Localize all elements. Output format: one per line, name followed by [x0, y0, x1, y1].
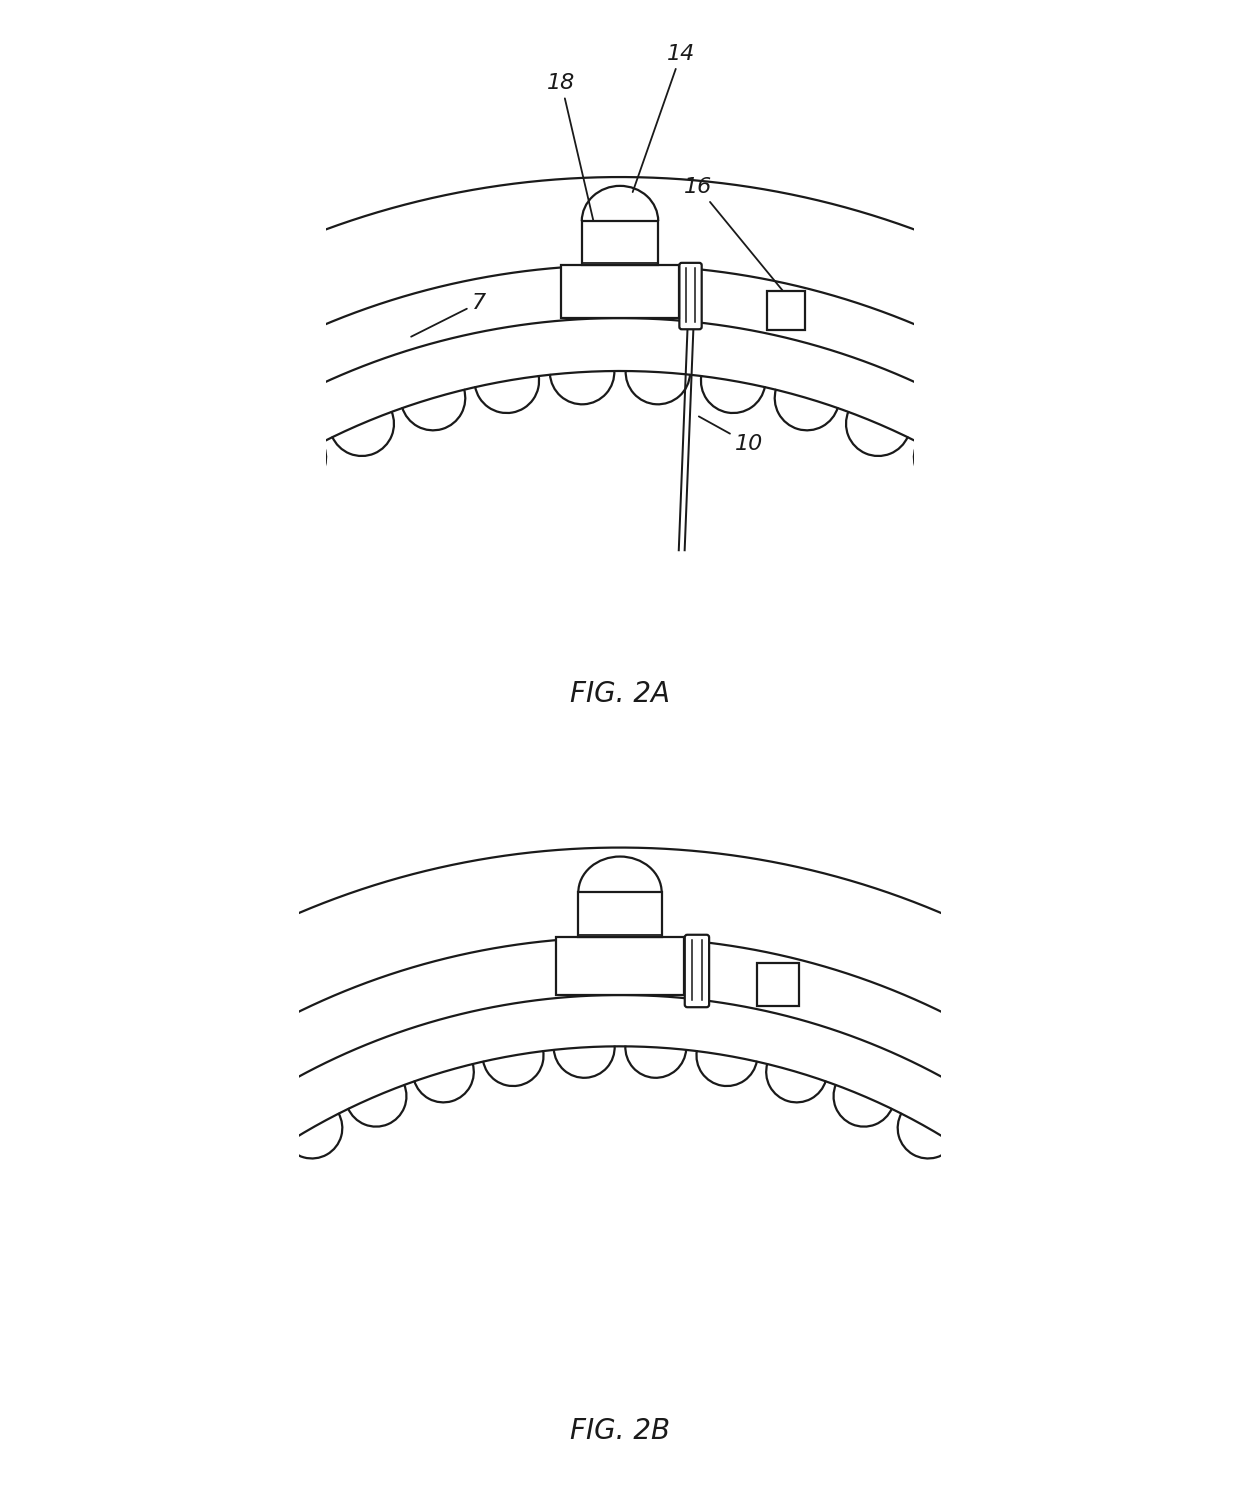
Text: 10: 10	[699, 417, 764, 455]
FancyBboxPatch shape	[556, 937, 684, 995]
FancyBboxPatch shape	[680, 264, 702, 330]
FancyBboxPatch shape	[562, 265, 678, 318]
Text: 14: 14	[632, 44, 696, 193]
FancyBboxPatch shape	[684, 935, 709, 1008]
Text: 7: 7	[412, 292, 486, 337]
Text: FIG. 2A: FIG. 2A	[570, 681, 670, 708]
Text: 18: 18	[547, 72, 601, 256]
Text: FIG. 2B: FIG. 2B	[570, 1417, 670, 1444]
Text: 16: 16	[683, 178, 790, 300]
Bar	[578, 893, 662, 937]
Bar	[758, 962, 799, 1006]
Bar	[582, 221, 658, 265]
Bar	[766, 291, 805, 330]
